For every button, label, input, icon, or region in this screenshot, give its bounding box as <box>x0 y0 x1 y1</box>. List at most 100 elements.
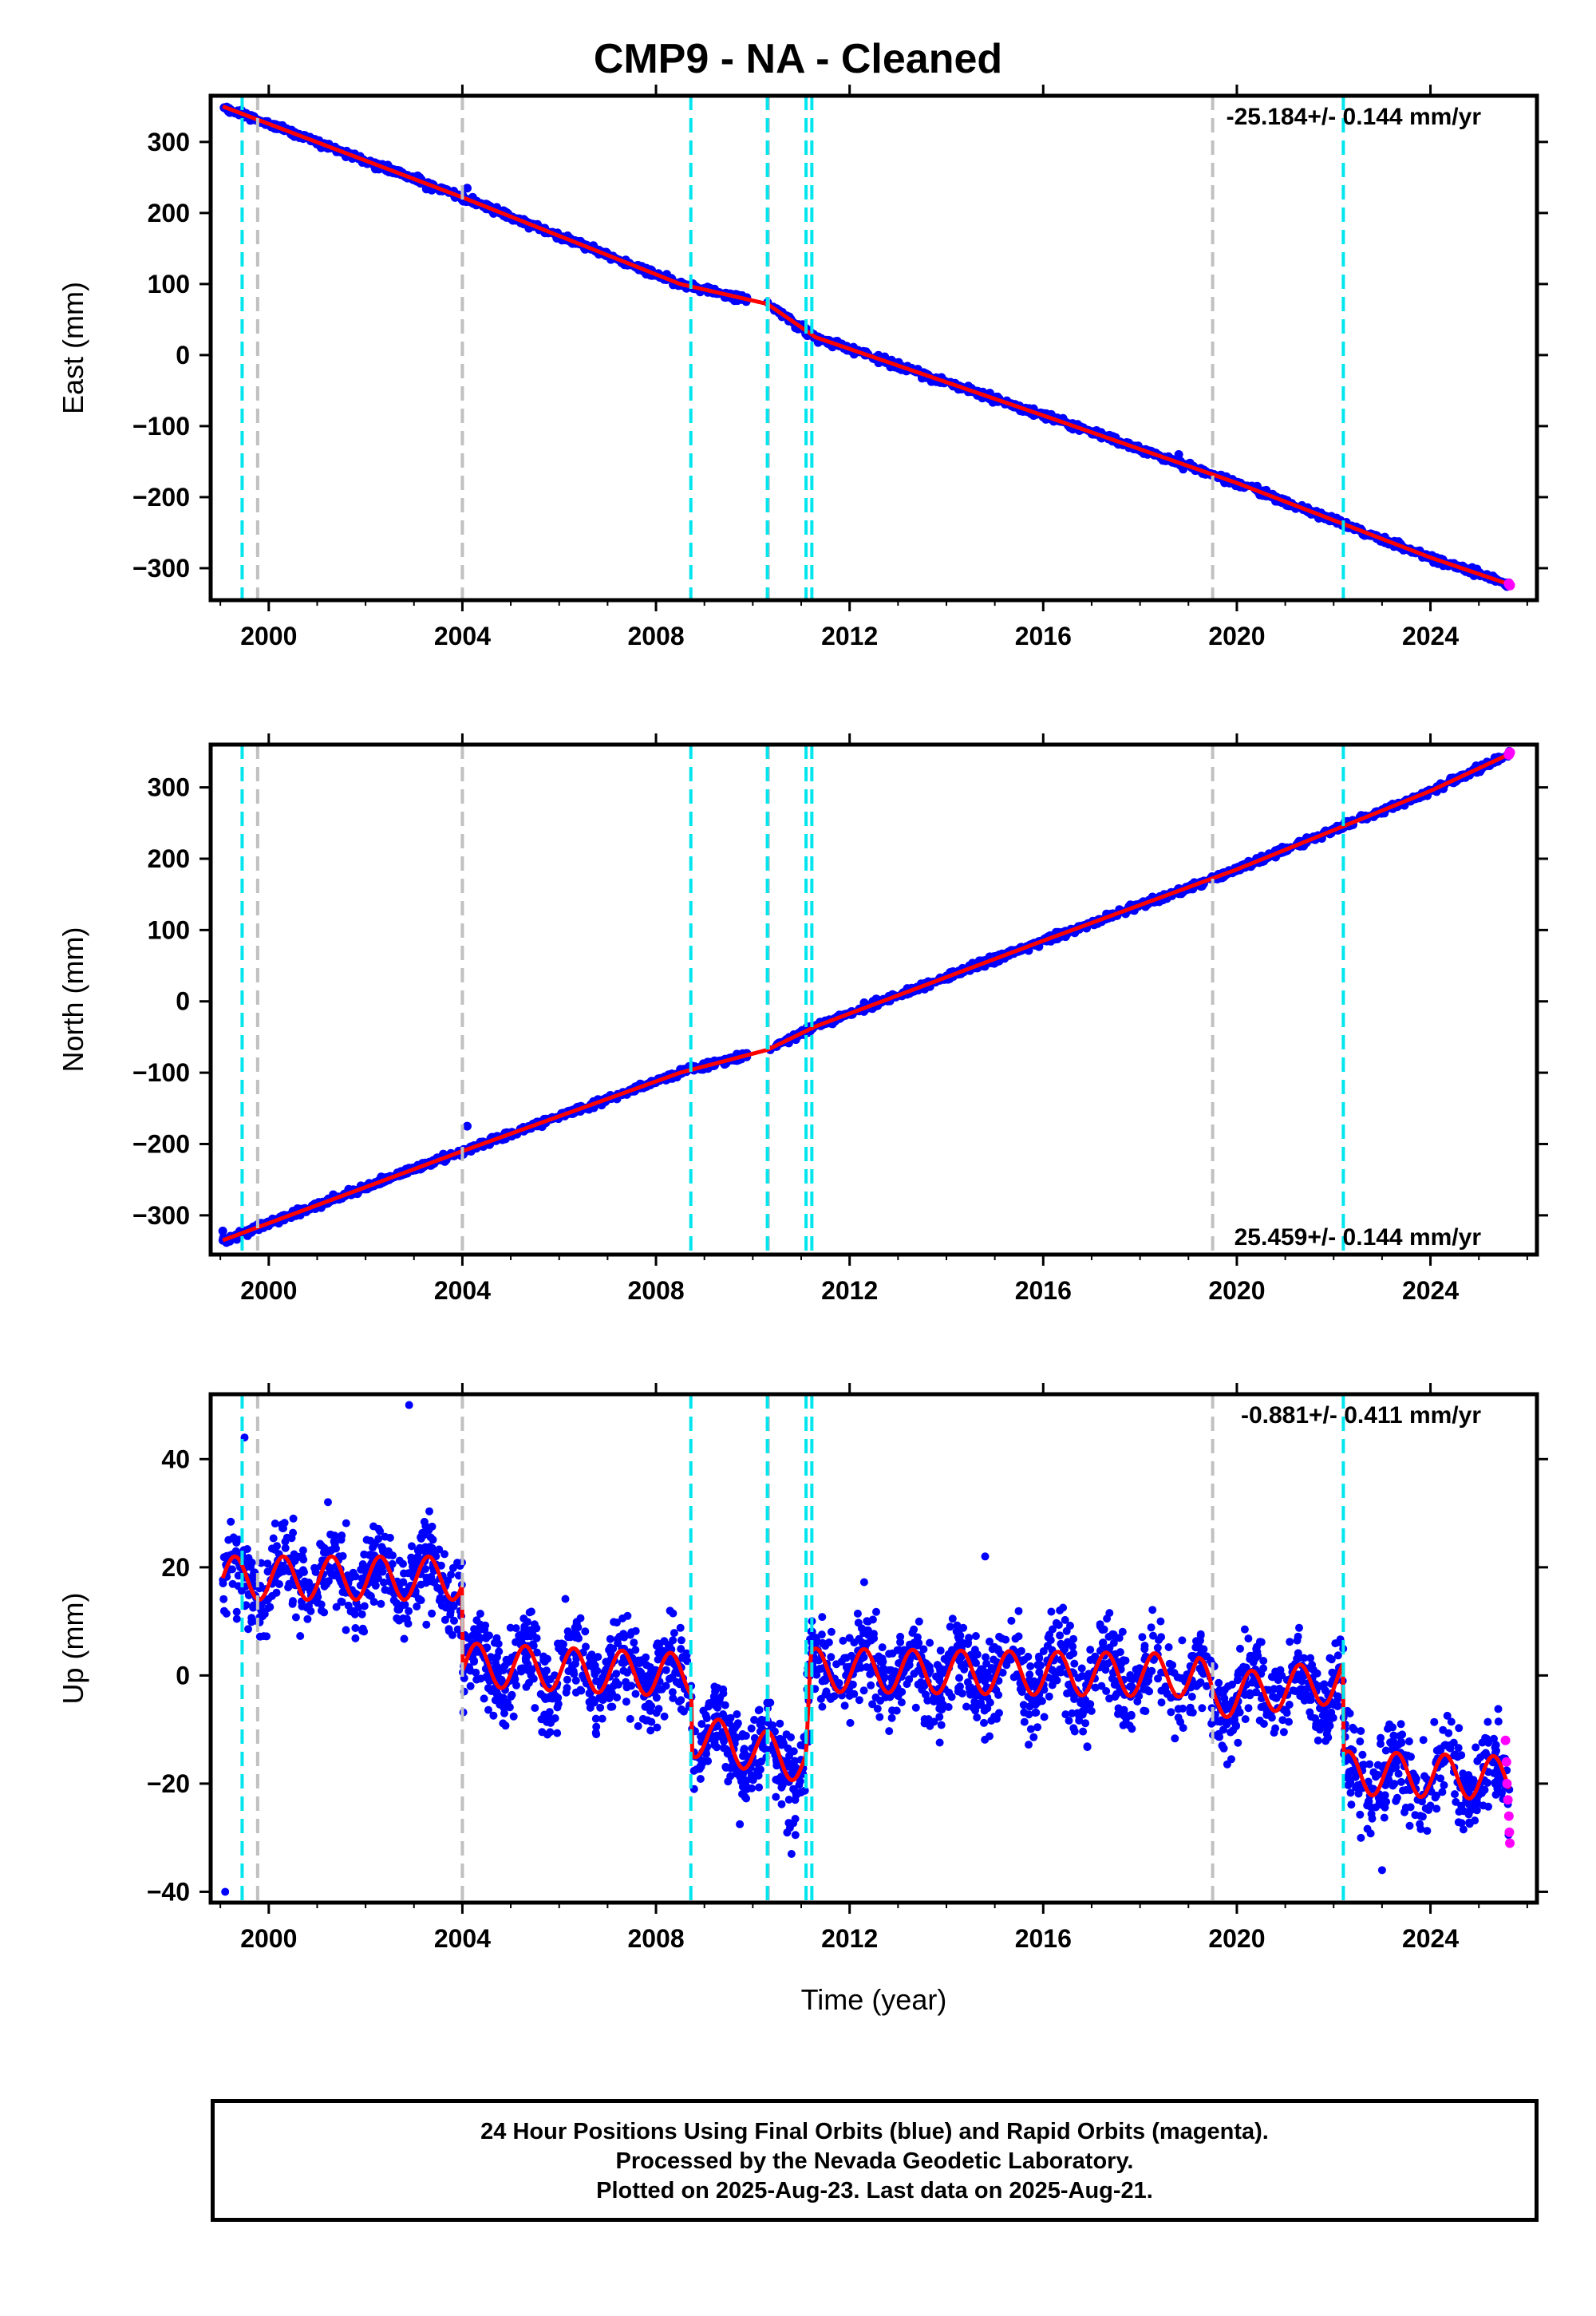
x-tick-label: 2016 <box>1015 622 1072 650</box>
data-point <box>291 1613 300 1622</box>
final-orbit-points <box>218 746 1515 1247</box>
data-point <box>840 1701 849 1710</box>
data-point <box>818 1613 827 1622</box>
data-point <box>666 1607 674 1615</box>
data-point <box>986 1732 994 1741</box>
data-point <box>1083 1742 1092 1751</box>
data-point <box>1118 1627 1127 1636</box>
data-point <box>1178 1636 1187 1645</box>
data-point <box>1020 1708 1029 1717</box>
y-tick-label: −100 <box>132 412 190 441</box>
data-point <box>509 1712 518 1721</box>
data-point <box>1396 1777 1405 1786</box>
data-point <box>971 1706 980 1715</box>
model-line <box>222 105 1511 587</box>
data-point <box>630 1638 638 1647</box>
data-point <box>784 1796 793 1804</box>
data-point <box>531 1704 539 1713</box>
data-point <box>1033 1723 1042 1732</box>
data-point <box>750 1716 759 1724</box>
data-point <box>677 1645 685 1654</box>
data-point <box>1322 1729 1331 1738</box>
data-point <box>228 1579 237 1588</box>
x-tick-label: 2004 <box>434 622 491 650</box>
data-point <box>587 1650 596 1659</box>
data-point <box>1148 1606 1157 1614</box>
data-point <box>1014 1632 1023 1641</box>
panel-3: 2000 2004 2008 2012 2016 2020 2024−40−2002040U… <box>57 1383 1548 1953</box>
data-point <box>873 1705 882 1713</box>
data-point <box>652 1694 661 1702</box>
data-point <box>946 1622 954 1631</box>
data-point <box>839 1636 847 1645</box>
data-point <box>1396 1720 1405 1729</box>
y-tick-label: 200 <box>148 199 190 227</box>
data-point <box>935 1738 944 1747</box>
data-point <box>401 1600 409 1609</box>
data-point <box>926 1638 934 1647</box>
data-point <box>1294 1632 1302 1641</box>
data-point <box>631 1690 640 1698</box>
data-point <box>351 1634 360 1642</box>
data-point <box>1179 1704 1187 1713</box>
chart-title: CMP9 - NA - Cleaned <box>593 36 1003 82</box>
data-point <box>1062 1626 1071 1635</box>
data-point <box>1048 1681 1057 1690</box>
data-point <box>592 1722 601 1731</box>
data-point <box>351 1624 360 1632</box>
data-point <box>660 1712 669 1721</box>
data-point <box>1007 1616 1016 1625</box>
data-point <box>420 1517 429 1526</box>
data-point <box>1045 1692 1053 1701</box>
x-tick-label: 2024 <box>1402 1276 1459 1305</box>
data-point <box>948 1614 957 1623</box>
data-point <box>1186 1708 1195 1717</box>
data-point <box>665 1674 674 1683</box>
data-point <box>674 1697 683 1706</box>
data-point <box>425 1507 433 1516</box>
data-point <box>987 1717 996 1725</box>
data-point <box>227 1517 235 1526</box>
y-axis-label: North (mm) <box>57 927 89 1073</box>
data-point <box>1366 1829 1375 1838</box>
data-point <box>862 1663 871 1671</box>
data-point <box>1357 1727 1365 1735</box>
data-point <box>303 1614 312 1623</box>
data-point <box>1455 1724 1464 1733</box>
model-line <box>222 752 1511 1243</box>
data-point <box>440 1550 448 1559</box>
data-point <box>1111 1693 1120 1701</box>
y-tick-label: 100 <box>148 915 190 944</box>
data-point <box>1356 1810 1365 1819</box>
outlier-point <box>462 1121 472 1131</box>
data-point <box>915 1617 923 1626</box>
data-point <box>228 1565 236 1574</box>
data-point <box>561 1595 570 1603</box>
data-point <box>1198 1704 1207 1713</box>
data-point <box>740 1745 749 1753</box>
data-point <box>755 1705 764 1714</box>
data-point <box>508 1690 516 1699</box>
rate-annotation: -25.184+/- 0.144 mm/yr <box>1227 104 1482 130</box>
data-point <box>726 1772 735 1780</box>
data-point <box>1344 1780 1353 1789</box>
data-point <box>622 1697 630 1706</box>
x-tick-label: 2004 <box>434 1276 491 1305</box>
data-point <box>480 1694 488 1703</box>
data-point <box>1069 1724 1078 1733</box>
data-point <box>1236 1644 1244 1653</box>
data-point <box>350 1608 358 1617</box>
data-point <box>1314 1736 1322 1745</box>
data-point <box>1156 1617 1165 1626</box>
data-point <box>448 1563 457 1572</box>
data-point <box>592 1730 601 1739</box>
data-point <box>1223 1760 1231 1769</box>
y-tick-label: 300 <box>148 773 190 802</box>
data-point <box>576 1686 585 1694</box>
data-point <box>1234 1738 1242 1747</box>
data-point <box>832 1660 841 1669</box>
data-point <box>853 1609 862 1618</box>
data-point <box>755 1783 764 1792</box>
data-point <box>1063 1689 1072 1697</box>
data-point <box>1025 1741 1033 1749</box>
